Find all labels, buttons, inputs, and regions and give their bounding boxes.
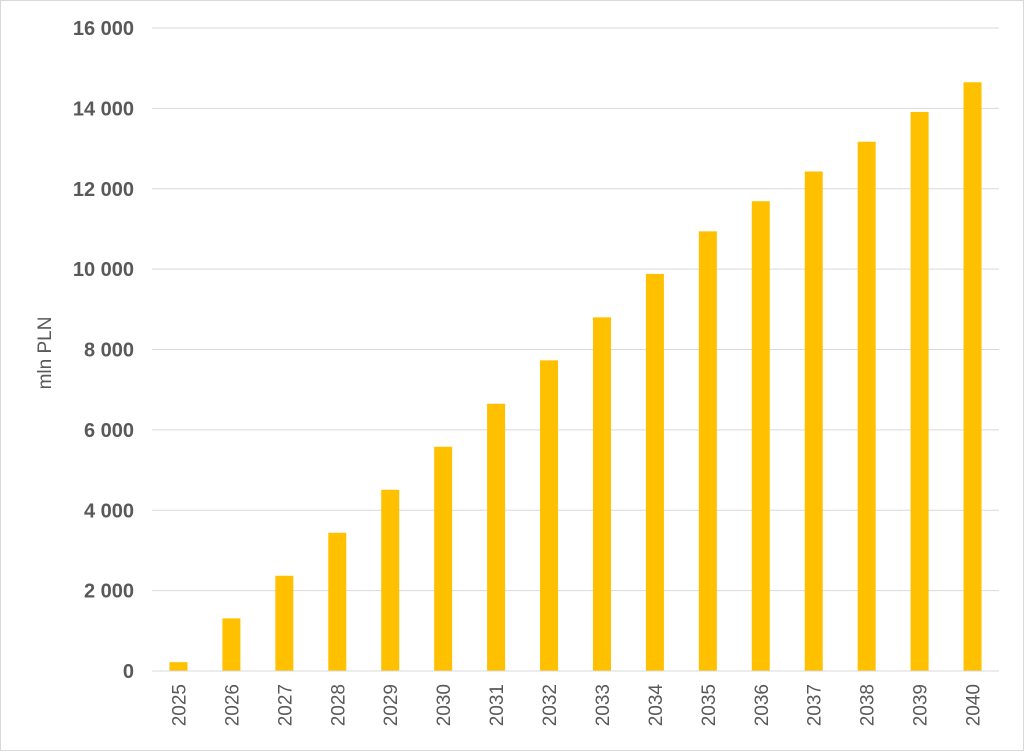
x-tick-label: 2025 — [169, 684, 190, 726]
bar-2025 — [169, 662, 188, 671]
bars — [169, 82, 982, 672]
bar-2032 — [540, 360, 559, 671]
bar-2028 — [328, 532, 347, 671]
x-tick-label: 2040 — [964, 684, 985, 726]
y-tick-label: 2 000 — [84, 581, 134, 603]
bar-2031 — [487, 403, 506, 671]
x-tick-label: 2034 — [646, 684, 667, 727]
x-tick-label: 2031 — [487, 684, 508, 726]
y-tick-label: 14 000 — [73, 98, 134, 120]
y-tick-label: 10 000 — [73, 259, 134, 281]
bar-2038 — [857, 141, 876, 672]
y-axis-title: mln PLN — [35, 317, 56, 390]
bar-2039 — [910, 111, 929, 671]
y-tick-label: 16 000 — [73, 18, 134, 40]
y-tick-label: 12 000 — [73, 179, 134, 201]
y-tick-label: 6 000 — [84, 420, 134, 442]
y-axis-ticks: 0 2 000 4 000 6 000 8 000 10 000 12 000 14 000 1… — [73, 18, 134, 683]
x-tick-label: 2033 — [593, 684, 614, 726]
x-tick-label: 2026 — [222, 684, 243, 726]
bar-2035 — [698, 231, 717, 671]
bar-2040 — [963, 82, 982, 672]
x-tick-label: 2029 — [381, 684, 402, 726]
bar-2037 — [804, 171, 823, 672]
gridlines — [152, 27, 999, 592]
x-tick-label: 2028 — [328, 684, 349, 726]
y-tick-label: 8 000 — [84, 340, 134, 362]
bar-2033 — [592, 317, 611, 671]
bar-2026 — [222, 618, 241, 671]
y-tick-label: 0 — [123, 661, 134, 683]
bar-2030 — [434, 446, 453, 671]
x-tick-label: 2035 — [699, 684, 720, 726]
x-tick-label: 2036 — [752, 684, 773, 726]
x-tick-label: 2039 — [911, 684, 932, 726]
x-tick-label: 2038 — [858, 684, 879, 726]
bar-2027 — [275, 575, 294, 671]
x-tick-label: 2030 — [434, 684, 455, 726]
bar-2034 — [645, 273, 664, 671]
x-tick-label: 2032 — [540, 684, 561, 726]
bar-2029 — [381, 489, 400, 671]
bar-2036 — [751, 201, 770, 671]
x-tick-label: 2027 — [275, 684, 296, 726]
x-tick-label: 2037 — [805, 684, 826, 726]
x-axis-ticks: 2025 2026 2027 2028 2029 2030 2031 2032 2033 2034… — [169, 684, 984, 727]
y-tick-label: 4 000 — [84, 500, 134, 522]
